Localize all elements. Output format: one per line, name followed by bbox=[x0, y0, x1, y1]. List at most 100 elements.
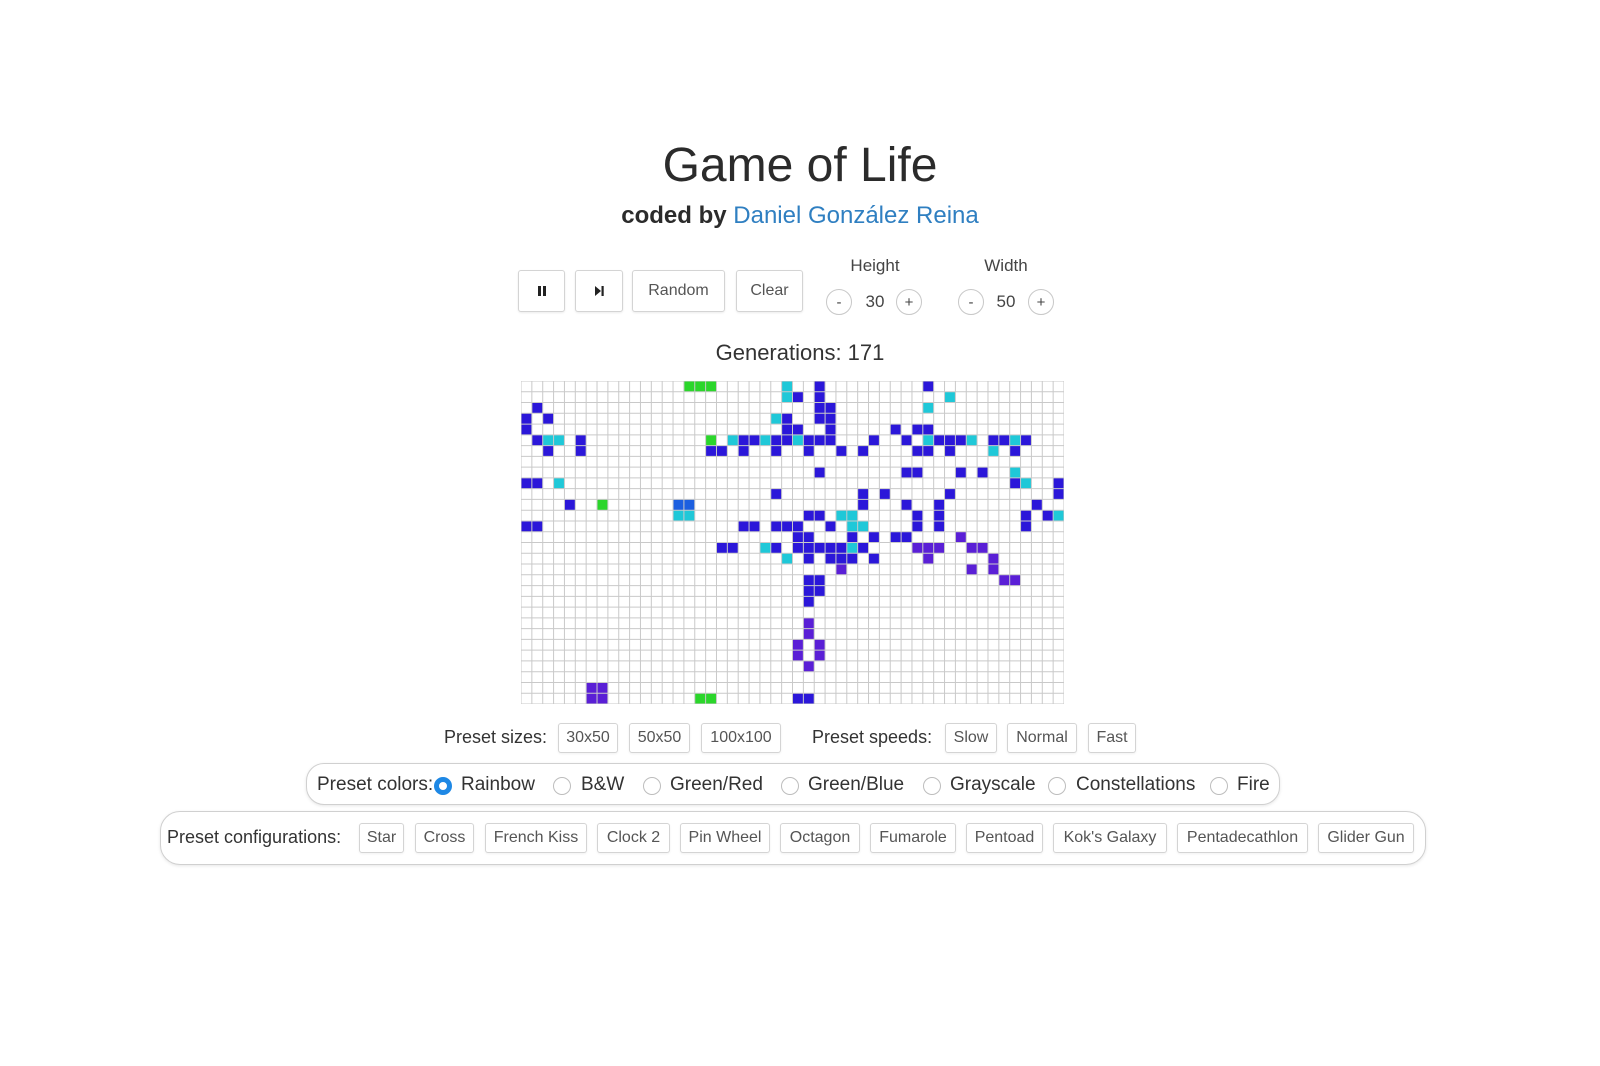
live-cell[interactable] bbox=[922, 542, 934, 554]
live-cell[interactable] bbox=[738, 520, 750, 532]
live-cell[interactable] bbox=[890, 531, 902, 543]
live-cell[interactable] bbox=[966, 434, 978, 446]
live-cell[interactable] bbox=[521, 520, 532, 532]
live-cell[interactable] bbox=[1053, 477, 1064, 489]
live-cell[interactable] bbox=[803, 585, 815, 597]
live-cell[interactable] bbox=[911, 510, 923, 521]
live-cell[interactable] bbox=[1020, 510, 1032, 521]
radio-bw[interactable] bbox=[553, 777, 571, 795]
speed-fast-button[interactable]: Fast bbox=[1088, 723, 1136, 753]
live-cell[interactable] bbox=[575, 434, 587, 446]
live-cell[interactable] bbox=[1053, 510, 1064, 521]
speed-slow-button[interactable]: Slow bbox=[945, 723, 997, 753]
height-increase-button[interactable]: + bbox=[896, 289, 922, 315]
live-cell[interactable] bbox=[814, 381, 826, 392]
config-pentadecathlon-button[interactable]: Pentadecathlon bbox=[1177, 823, 1308, 853]
live-cell[interactable] bbox=[705, 445, 717, 457]
live-cell[interactable] bbox=[825, 434, 836, 446]
live-cell[interactable] bbox=[673, 510, 684, 521]
height-decrease-button[interactable]: - bbox=[826, 289, 852, 315]
live-cell[interactable] bbox=[792, 639, 804, 651]
live-cell[interactable] bbox=[901, 499, 912, 511]
radio-constellations[interactable] bbox=[1048, 777, 1066, 795]
live-cell[interactable] bbox=[868, 531, 880, 543]
live-cell[interactable] bbox=[531, 434, 543, 446]
live-cell[interactable] bbox=[803, 434, 815, 446]
live-cell[interactable] bbox=[933, 520, 945, 532]
clear-button[interactable]: Clear bbox=[736, 270, 803, 312]
config-pentoad-button[interactable]: Pentoad bbox=[966, 823, 1043, 853]
live-cell[interactable] bbox=[868, 434, 880, 446]
live-cell[interactable] bbox=[531, 477, 543, 489]
live-cell[interactable] bbox=[814, 639, 826, 651]
live-cell[interactable] bbox=[814, 434, 826, 446]
live-cell[interactable] bbox=[868, 553, 880, 565]
live-cell[interactable] bbox=[944, 434, 956, 446]
live-cell[interactable] bbox=[803, 660, 815, 672]
live-cell[interactable] bbox=[1020, 520, 1032, 532]
live-cell[interactable] bbox=[846, 542, 858, 554]
live-cell[interactable] bbox=[944, 391, 956, 403]
live-cell[interactable] bbox=[781, 434, 793, 446]
live-cell[interactable] bbox=[911, 424, 923, 435]
size-100x100-button[interactable]: 100x100 bbox=[701, 723, 781, 753]
live-cell[interactable] bbox=[542, 413, 554, 425]
live-cell[interactable] bbox=[846, 553, 858, 565]
config-octagon-button[interactable]: Octagon bbox=[780, 823, 860, 853]
live-cell[interactable] bbox=[553, 477, 565, 489]
live-cell[interactable] bbox=[738, 434, 750, 446]
live-cell[interactable] bbox=[911, 467, 923, 478]
config-glider-gun-button[interactable]: Glider Gun bbox=[1318, 823, 1414, 853]
live-cell[interactable] bbox=[955, 467, 967, 478]
live-cell[interactable] bbox=[521, 424, 532, 435]
live-cell[interactable] bbox=[846, 520, 858, 532]
live-cell[interactable] bbox=[814, 402, 826, 414]
pause-button[interactable] bbox=[518, 270, 565, 312]
live-cell[interactable] bbox=[1031, 499, 1043, 511]
live-cell[interactable] bbox=[781, 381, 793, 392]
live-cell[interactable] bbox=[825, 402, 836, 414]
config-pin-wheel-button[interactable]: Pin Wheel bbox=[680, 823, 770, 853]
live-cell[interactable] bbox=[814, 391, 826, 403]
live-cell[interactable] bbox=[890, 424, 902, 435]
live-cell[interactable] bbox=[553, 434, 565, 446]
live-cell[interactable] bbox=[716, 445, 728, 457]
live-cell[interactable] bbox=[542, 445, 554, 457]
live-cell[interactable] bbox=[803, 693, 815, 704]
config-clock-2-button[interactable]: Clock 2 bbox=[597, 823, 670, 853]
live-cell[interactable] bbox=[825, 413, 836, 425]
live-cell[interactable] bbox=[781, 413, 793, 425]
live-cell[interactable] bbox=[521, 477, 532, 489]
live-cell[interactable] bbox=[814, 574, 826, 586]
live-cell[interactable] bbox=[803, 596, 815, 608]
live-cell[interactable] bbox=[835, 553, 847, 565]
live-cell[interactable] bbox=[814, 510, 826, 521]
live-cell[interactable] bbox=[987, 434, 999, 446]
live-cell[interactable] bbox=[911, 520, 923, 532]
live-cell[interactable] bbox=[683, 510, 695, 521]
live-cell[interactable] bbox=[901, 467, 912, 478]
live-cell[interactable] bbox=[825, 542, 836, 554]
live-cell[interactable] bbox=[683, 499, 695, 511]
live-cell[interactable] bbox=[803, 628, 815, 640]
live-cell[interactable] bbox=[716, 542, 728, 554]
live-cell[interactable] bbox=[792, 650, 804, 661]
live-cell[interactable] bbox=[857, 488, 869, 500]
live-cell[interactable] bbox=[694, 381, 706, 392]
live-cell[interactable] bbox=[738, 445, 750, 457]
live-cell[interactable] bbox=[727, 434, 739, 446]
live-cell[interactable] bbox=[803, 553, 815, 565]
config-french-kiss-button[interactable]: French Kiss bbox=[485, 823, 587, 853]
step-button[interactable] bbox=[575, 270, 623, 312]
live-cell[interactable] bbox=[857, 445, 869, 457]
live-cell[interactable] bbox=[770, 445, 782, 457]
live-cell[interactable] bbox=[987, 564, 999, 575]
width-increase-button[interactable]: + bbox=[1028, 289, 1054, 315]
live-cell[interactable] bbox=[857, 542, 869, 554]
live-cell[interactable] bbox=[944, 445, 956, 457]
speed-normal-button[interactable]: Normal bbox=[1007, 723, 1077, 753]
live-cell[interactable] bbox=[803, 574, 815, 586]
live-cell[interactable] bbox=[1009, 467, 1021, 478]
live-cell[interactable] bbox=[727, 542, 739, 554]
live-cell[interactable] bbox=[977, 542, 988, 554]
